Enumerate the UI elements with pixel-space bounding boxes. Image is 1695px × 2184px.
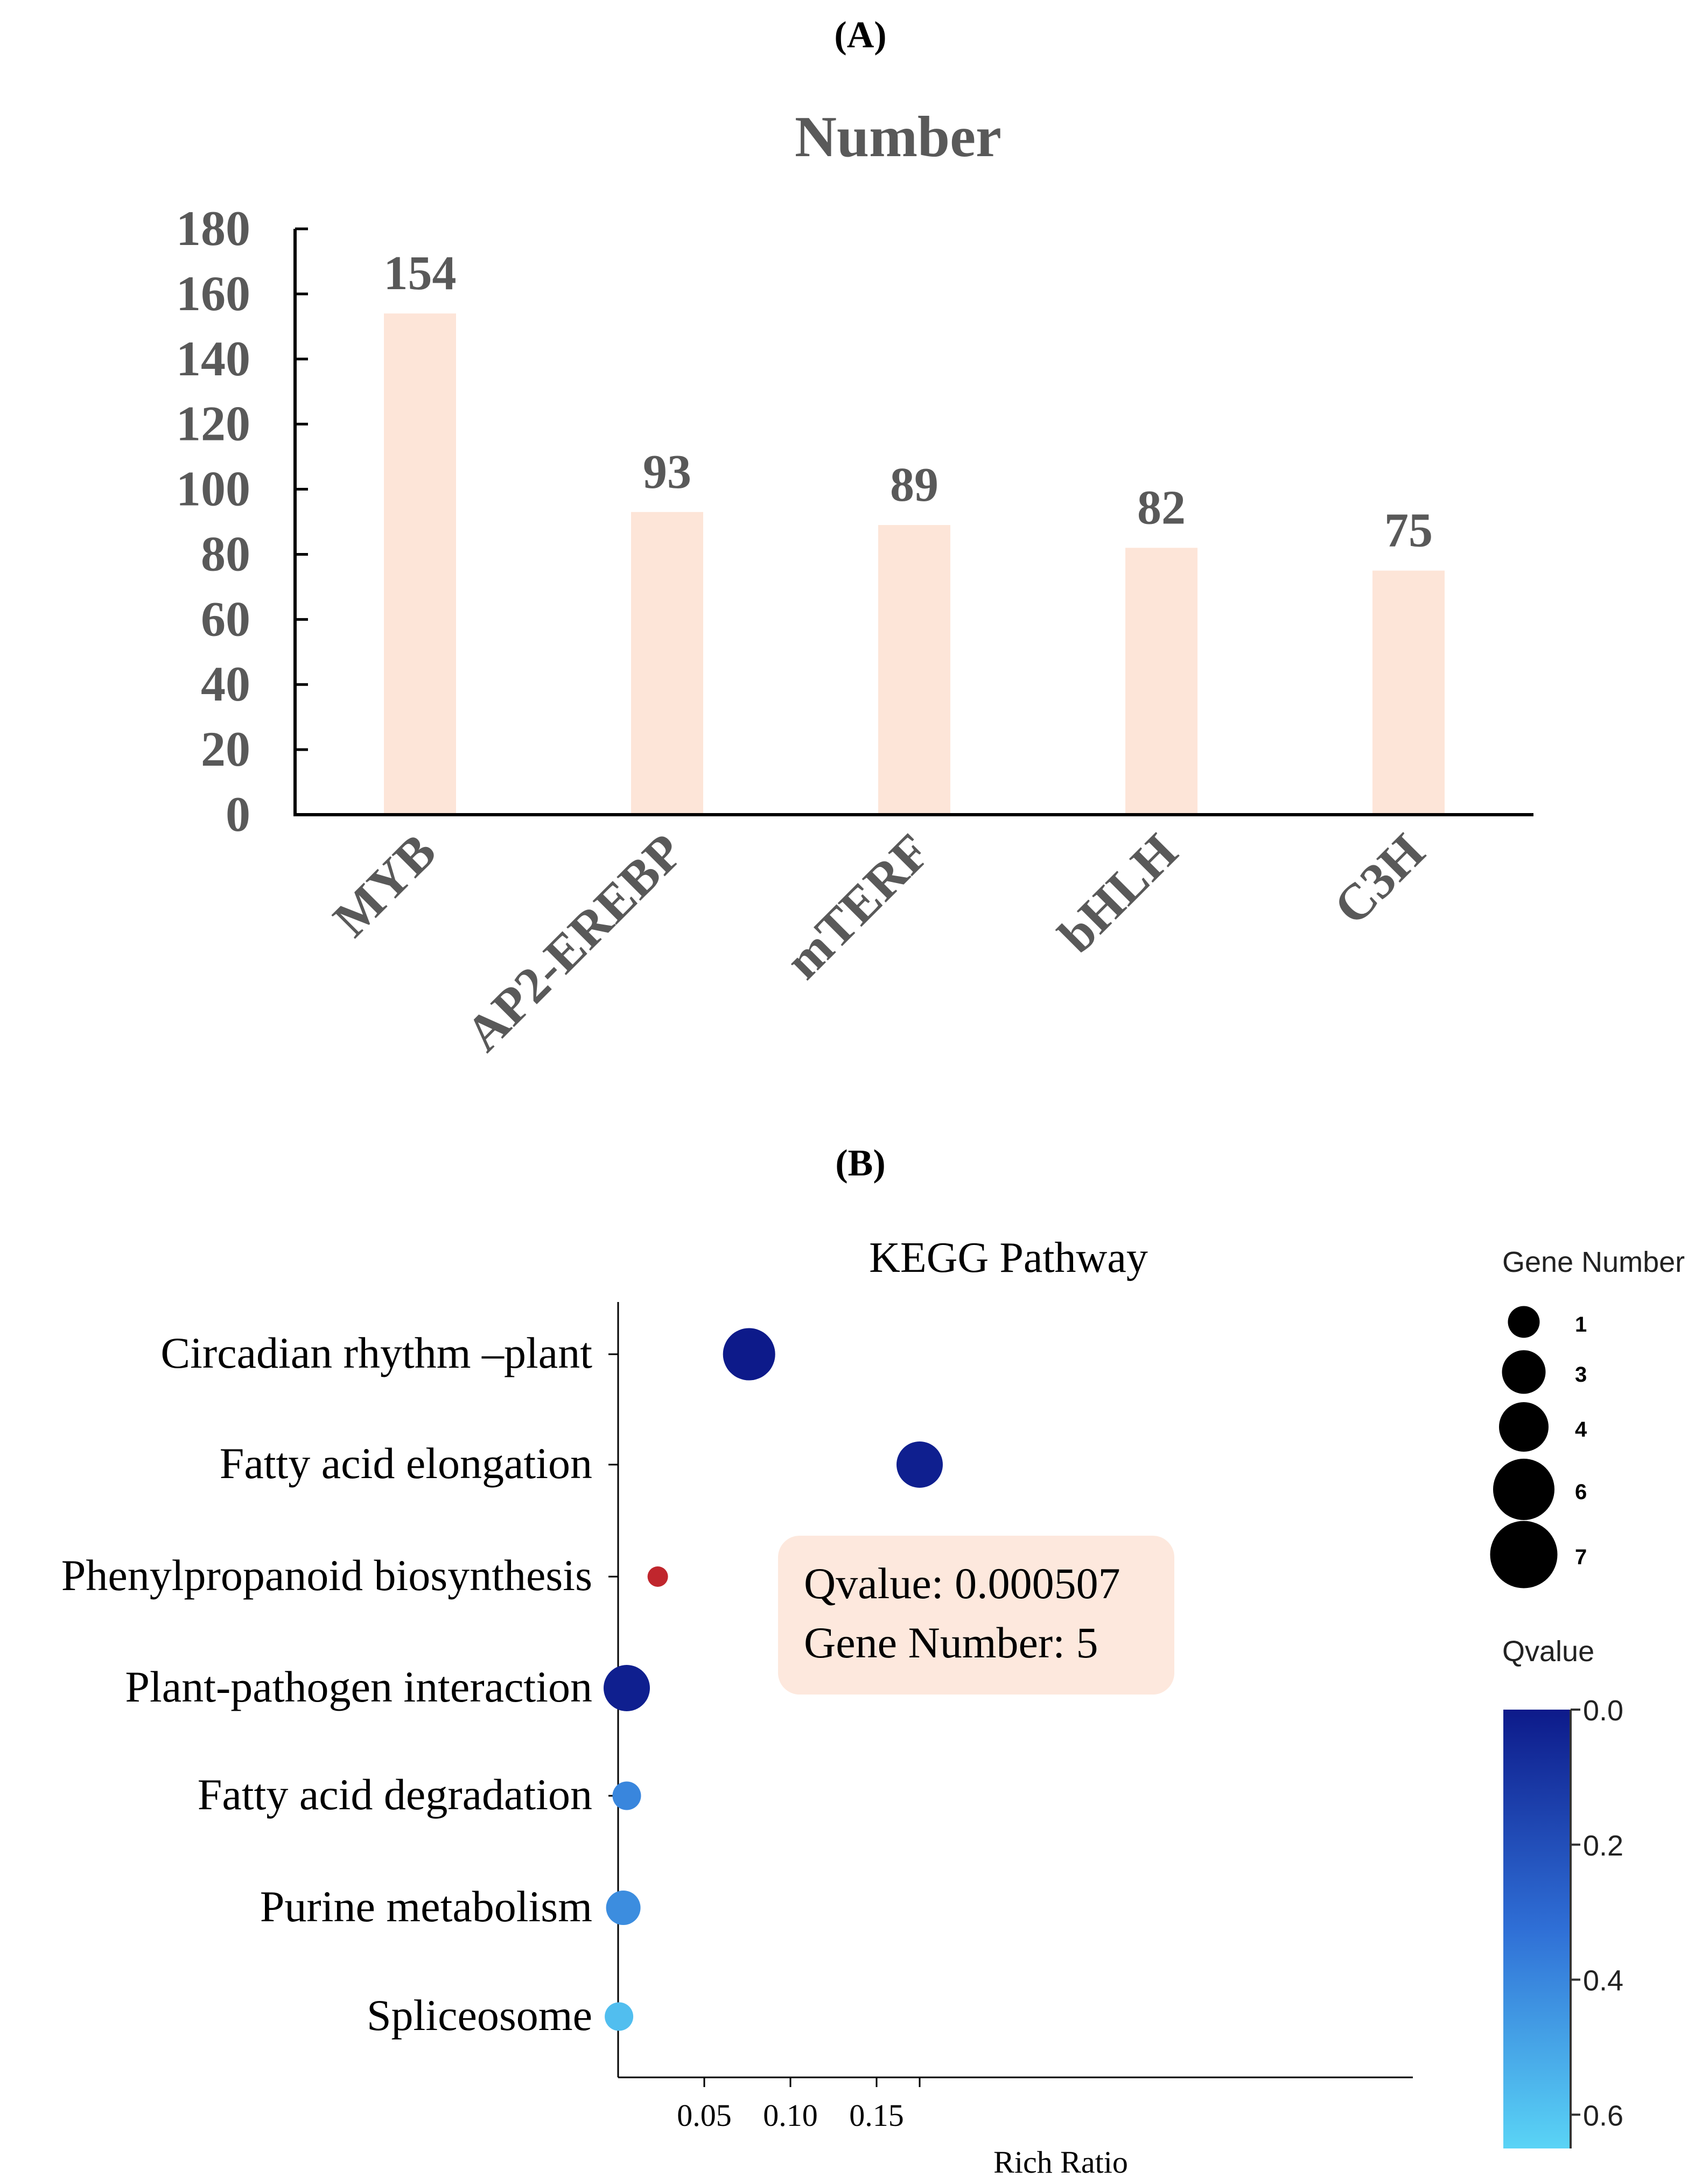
y-category-circadian-rhythm-plant: Circadian rhythm –plant <box>160 1328 592 1377</box>
size-legend-dot-7 <box>1490 1521 1558 1588</box>
data-label-ap2-erebp: 93 <box>643 445 691 499</box>
point-plant-pathogen-interaction <box>604 1665 650 1711</box>
y-tick-label: 80 <box>201 526 250 581</box>
y-category-purine-metabolism: Purine metabolism <box>260 1882 592 1931</box>
x-tick-label: 0.05 <box>677 2098 732 2133</box>
panel-a: (A) Number 0 20 40 60 80 100 120 140 160 180 154 9… <box>176 15 1533 1062</box>
chart-b-points <box>604 1328 943 2031</box>
y-tick-label: 180 <box>176 201 250 256</box>
size-legend-dot-4 <box>1499 1402 1549 1452</box>
size-legend-title: Gene Number <box>1502 1246 1685 1278</box>
chart-b-x-label: Rich Ratio <box>993 2145 1128 2180</box>
color-legend-tick-label: 0.2 <box>1583 1830 1623 1862</box>
chart-b-title: KEGG Pathway <box>869 1234 1148 1282</box>
x-tick-label: 0.10 <box>763 2098 818 2133</box>
y-category-spliceosome: Spliceosome <box>367 1991 592 2040</box>
point-purine-metabolism <box>606 1891 641 1925</box>
color-legend-tick-label: 0.0 <box>1583 1695 1623 1727</box>
color-legend-tick-label: 0.6 <box>1583 2099 1623 2132</box>
point-fatty-acid-elongation <box>896 1441 943 1488</box>
tooltip-gene-number: Gene Number: 5 <box>804 1618 1098 1667</box>
y-tick-label: 120 <box>176 396 250 451</box>
color-legend-ticks: 0.0 0.2 0.4 0.6 <box>1571 1695 1623 2132</box>
y-category-fatty-acid-elongation: Fatty acid elongation <box>220 1439 592 1488</box>
panel-b: (B) KEGG Pathway Circadian rhythm –plant… <box>61 1143 1685 2180</box>
color-legend-tick-label: 0.4 <box>1583 1965 1623 1997</box>
bar-bhlh <box>1125 548 1197 815</box>
size-legend-label: 3 <box>1575 1363 1587 1387</box>
chart-a-bars <box>384 313 1445 815</box>
y-category-plant-pathogen-interaction: Plant-pathogen interaction <box>125 1662 592 1711</box>
x-tick-label-myb: MYB <box>322 823 447 948</box>
chart-a-y-axis: 0 20 40 60 80 100 120 140 160 180 <box>176 201 308 842</box>
x-tick-label-ap2-erebp: AP2-EREBP <box>454 823 694 1062</box>
chart-a-data-labels: 154 93 89 82 75 <box>384 247 1433 557</box>
color-legend-title: Qvalue <box>1502 1635 1594 1668</box>
x-tick-label-mterf: mTERF <box>774 823 941 990</box>
data-label-c3h: 75 <box>1384 504 1433 557</box>
point-spliceosome <box>605 2002 634 2031</box>
size-legend: Gene Number 1 3 4 6 7 <box>1490 1246 1685 1588</box>
point-fatty-acid-degradation <box>612 1781 641 1810</box>
y-tick-label: 0 <box>226 787 250 842</box>
tooltip-qvalue: Qvalue: 0.000507 <box>804 1559 1120 1608</box>
bar-myb <box>384 313 456 815</box>
panel-a-label: (A) <box>834 15 886 56</box>
bar-ap2-erebp <box>631 512 703 815</box>
x-tick-label-c3h: C3H <box>1323 823 1435 935</box>
size-legend-dot-1 <box>1508 1306 1540 1338</box>
tooltip-box <box>778 1536 1174 1695</box>
size-legend-label: 6 <box>1575 1480 1587 1504</box>
data-label-mterf: 89 <box>890 458 938 512</box>
size-legend-dot-6 <box>1493 1459 1554 1520</box>
x-tick-label: 0.15 <box>849 2098 904 2133</box>
y-tick-label: 20 <box>201 722 250 776</box>
bar-mterf <box>878 525 950 815</box>
y-tick-label: 140 <box>176 331 250 386</box>
x-tick-label-bhlh: bHLH <box>1047 823 1188 964</box>
chart-a-x-axis: MYB AP2-EREBP mTERF bHLH C3H <box>322 823 1435 1062</box>
data-label-bhlh: 82 <box>1137 481 1186 534</box>
y-tick-label: 160 <box>176 266 250 321</box>
y-tick-label: 40 <box>201 656 250 711</box>
y-category-fatty-acid-degradation: Fatty acid degradation <box>198 1770 592 1819</box>
bar-c3h <box>1372 570 1445 815</box>
color-legend-bar <box>1503 1710 1571 2148</box>
size-legend-items: 1 3 4 6 7 <box>1490 1306 1587 1588</box>
point-circadian-rhythm-plant <box>723 1328 775 1381</box>
y-tick-label: 100 <box>176 461 250 516</box>
y-category-phenylpropanoid-biosynthesis: Phenylpropanoid biosynthesis <box>61 1551 592 1600</box>
size-legend-label: 7 <box>1575 1545 1587 1569</box>
chart-a-title: Number <box>795 105 1001 169</box>
chart-b-y-axis: Circadian rhythm –plant Fatty acid elonga… <box>61 1328 618 2040</box>
size-legend-label: 1 <box>1575 1313 1587 1336</box>
data-label-myb: 154 <box>384 247 457 300</box>
size-legend-label: 4 <box>1575 1418 1587 1441</box>
tooltip: Qvalue: 0.000507 Gene Number: 5 <box>778 1536 1174 1695</box>
panel-b-label: (B) <box>835 1143 885 1184</box>
y-tick-label: 60 <box>201 591 250 646</box>
color-legend: Qvalue 0.0 0.2 0.4 0.6 <box>1502 1635 1623 2148</box>
size-legend-dot-3 <box>1502 1350 1546 1394</box>
point-phenylpropanoid-biosynthesis <box>647 1566 668 1587</box>
chart-b-x-axis: 0.05 0.10 0.15 <box>677 2077 921 2133</box>
